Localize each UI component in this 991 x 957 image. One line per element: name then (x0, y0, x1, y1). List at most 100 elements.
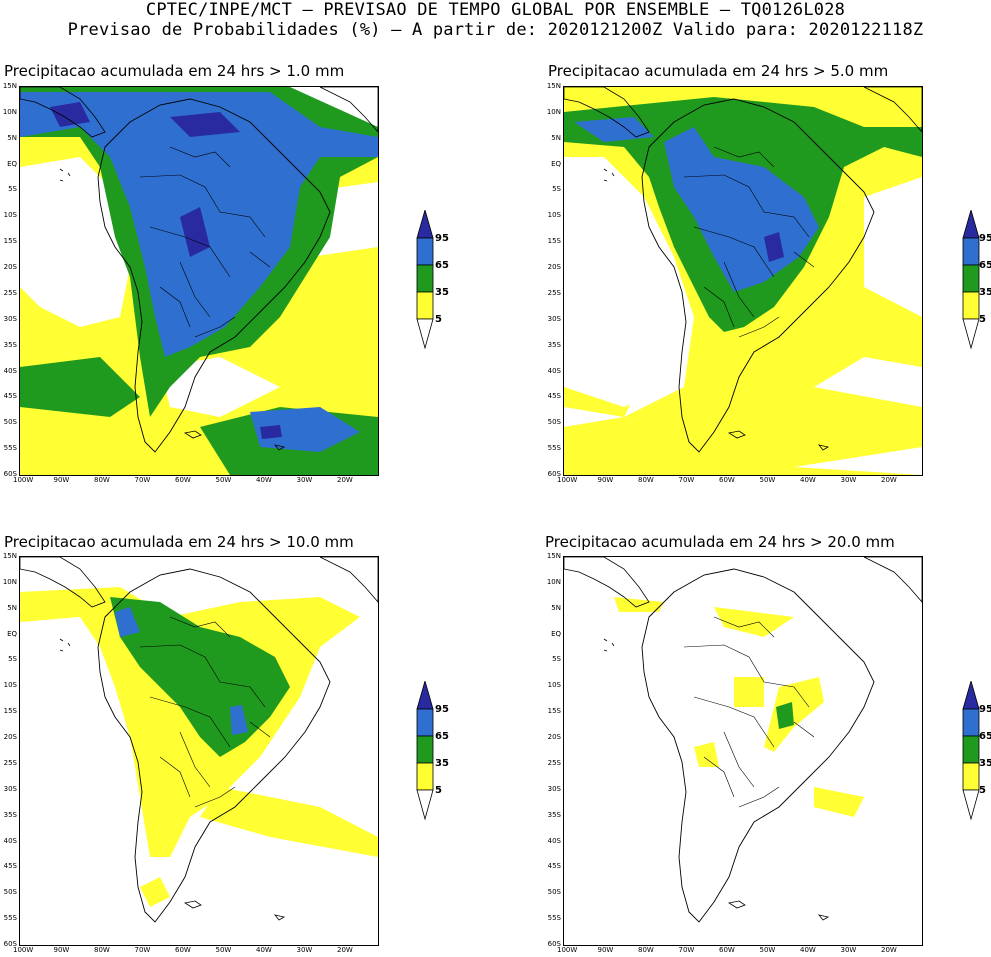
latitude-tick-label: 10N (546, 577, 561, 586)
legend-label-5: 5 (435, 785, 442, 796)
longitude-tick-label: 90W (597, 476, 614, 484)
latitude-tick-label: 50S (547, 888, 561, 897)
longitude-tick-label: 20W (881, 476, 897, 484)
longitude-tick-label: 40W (800, 946, 816, 954)
latitude-tick-label: 25S (547, 288, 561, 297)
latitude-tick-label: 5S (8, 185, 17, 194)
longitude-tick-label: 20W (337, 476, 353, 484)
longitude-tick-label: 100W (13, 946, 34, 954)
legend-swatch-35 (416, 264, 434, 293)
legend-label-65: 65 (435, 260, 449, 271)
latitude-tick-label: 30S (547, 784, 561, 793)
panel-1-title: Precipitacao acumulada em 24 hrs > 1.0 m… (4, 62, 345, 80)
legend-swatch-65 (962, 237, 980, 266)
latitude-tick-label: EQ (7, 159, 17, 168)
latitude-tick-label: 50S (3, 418, 17, 427)
latitude-tick-label: 20S (3, 263, 17, 272)
south-america-coastline (97, 98, 331, 453)
legend-label-5: 5 (979, 314, 986, 325)
latitude-tick-label: 35S (547, 340, 561, 349)
latitude-tick-label: 55S (547, 914, 561, 923)
latitude-tick-label: 20S (3, 733, 17, 742)
legend-label-95: 95 (435, 233, 449, 244)
latitude-tick-label: 5S (552, 655, 561, 664)
latitude-tick-label: EQ (551, 629, 561, 638)
legend-label-35: 35 (979, 287, 991, 298)
longitude-tick-label: 70W (134, 946, 151, 954)
longitude-tick-label: 70W (678, 946, 695, 954)
figure-header: CPTEC/INPE/MCT – PREVISAO DE TEMPO GLOBA… (0, 0, 991, 40)
legend-swatch-below-5 (416, 789, 434, 821)
latitude-tick-label: 20S (547, 733, 561, 742)
header-line-2: Previsao de Probabilidades (%) – A parti… (67, 20, 924, 40)
longitude-tick-label: 40W (256, 476, 272, 484)
latitude-tick-label: 45S (547, 392, 561, 401)
latitude-tick-label: 35S (3, 340, 17, 349)
legend-label-95: 95 (979, 704, 991, 715)
legend-label-35: 35 (435, 758, 449, 769)
legend-panel-2: 95 65 35 5 (962, 210, 991, 350)
latitude-tick-label: 45S (3, 862, 17, 871)
longitude-tick-label: 60W (719, 476, 735, 484)
latitude-tick-label: 35S (3, 810, 17, 819)
longitude-tick-label: 20W (337, 946, 353, 954)
latitude-tick-label: 10S (547, 211, 561, 220)
legend-swatch-5 (416, 291, 434, 320)
header-line-1: CPTEC/INPE/MCT – PREVISAO DE TEMPO GLOBA… (145, 0, 846, 20)
latitude-tick-label: 30S (547, 314, 561, 323)
legend-swatch-below-5 (416, 318, 434, 350)
legend-swatch-below-5 (962, 789, 980, 821)
latitude-tick-label: 25S (3, 288, 17, 297)
latitude-tick-label: 40S (3, 836, 17, 845)
latitude-tick-label: 15S (3, 707, 17, 716)
latitude-tick-label: 40S (3, 366, 17, 375)
latitude-tick-label: 10N (546, 107, 561, 116)
longitude-tick-label: 90W (53, 476, 70, 484)
latitude-tick-label: 15S (3, 237, 17, 246)
latitude-tick-label: 45S (547, 862, 561, 871)
latitude-tick-label: 10S (547, 681, 561, 690)
latitude-tick-label: 30S (3, 784, 17, 793)
longitude-tick-label: 30W (296, 476, 313, 484)
legend-label-95: 95 (979, 233, 991, 244)
legend-swatch-95 (416, 210, 434, 239)
map-panel-20mm (563, 556, 923, 946)
longitude-tick-label: 50W (215, 476, 232, 484)
legend-swatch-35 (962, 264, 980, 293)
legend-label-35: 35 (435, 287, 449, 298)
south-america-coastline (97, 568, 331, 923)
latitude-tick-label: EQ (551, 159, 561, 168)
legend-label-95: 95 (435, 704, 449, 715)
latitude-tick-label: 5S (8, 655, 17, 664)
latitude-tick-label: 60S (3, 940, 17, 948)
legend-label-65: 65 (979, 731, 991, 742)
latitude-tick-label: 55S (3, 914, 17, 923)
south-america-coastline (641, 568, 875, 923)
longitude-tick-label: 40W (256, 946, 272, 954)
latitude-tick-label: 60S (3, 470, 17, 478)
map-panel-10mm (19, 556, 379, 946)
longitude-tick-label: 80W (638, 946, 654, 954)
latitude-tick-label: 40S (547, 836, 561, 845)
latitude-tick-label: EQ (7, 629, 17, 638)
latitude-tick-label: 50S (3, 888, 17, 897)
legend-swatch-5 (962, 291, 980, 320)
legend-swatch-35 (962, 735, 980, 764)
latitude-tick-label: 15N (2, 82, 17, 90)
longitude-tick-label: 80W (94, 476, 110, 484)
latitude-tick-label: 10N (2, 577, 17, 586)
legend-swatch-95 (416, 681, 434, 710)
panel-2-title: Precipitacao acumulada em 24 hrs > 5.0 m… (548, 62, 889, 80)
latitude-tick-label: 15N (2, 552, 17, 560)
latitude-tick-label: 5N (7, 133, 17, 142)
latitude-tick-label: 5N (551, 133, 561, 142)
latitude-tick-label: 15N (546, 552, 561, 560)
latitude-tick-label: 15S (547, 707, 561, 716)
latitude-tick-label: 30S (3, 314, 17, 323)
map-panel-1mm (19, 86, 379, 476)
longitude-tick-label: 20W (881, 946, 897, 954)
latitude-tick-label: 5N (551, 603, 561, 612)
legend-swatch-65 (416, 708, 434, 737)
legend-label-65: 65 (435, 731, 449, 742)
longitude-tick-label: 30W (296, 946, 313, 954)
